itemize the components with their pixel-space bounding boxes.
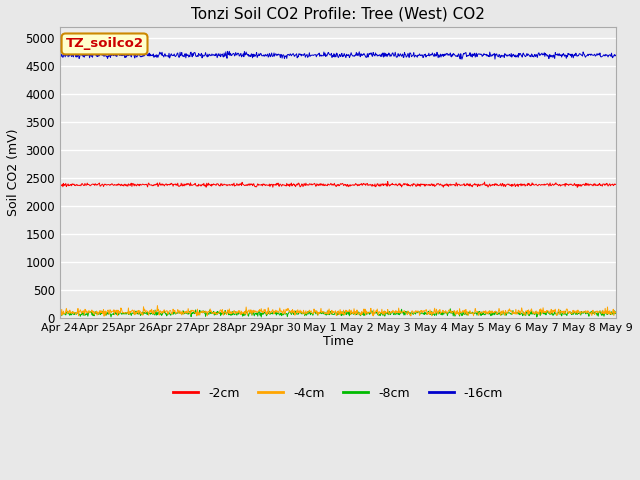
Title: Tonzi Soil CO2 Profile: Tree (West) CO2: Tonzi Soil CO2 Profile: Tree (West) CO2 xyxy=(191,7,485,22)
Text: TZ_soilco2: TZ_soilco2 xyxy=(65,37,143,50)
Y-axis label: Soil CO2 (mV): Soil CO2 (mV) xyxy=(7,129,20,216)
Legend: -2cm, -4cm, -8cm, -16cm: -2cm, -4cm, -8cm, -16cm xyxy=(168,382,508,405)
X-axis label: Time: Time xyxy=(323,336,353,348)
